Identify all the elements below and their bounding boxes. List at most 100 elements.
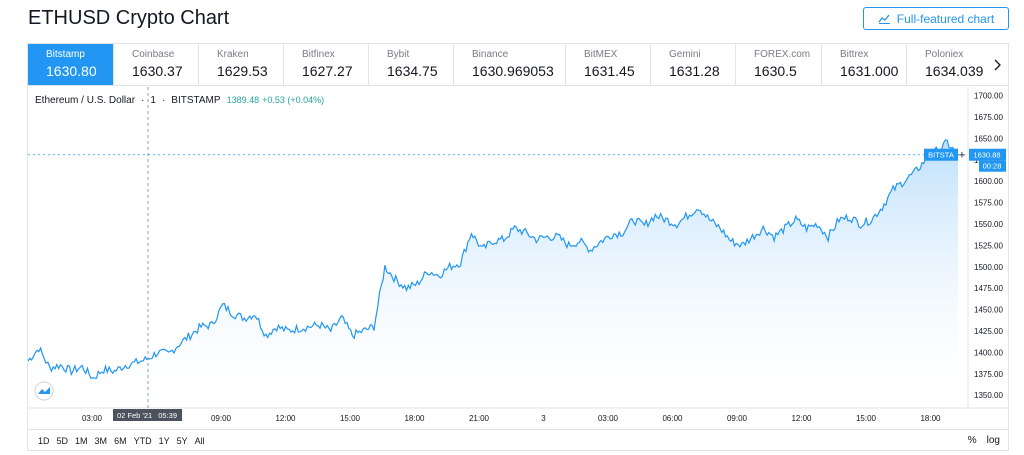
exchange-tab-coinbase[interactable]: Coinbase 1630.37 xyxy=(114,44,199,85)
price-series-line xyxy=(28,139,959,380)
price-tick-label: 1350.00 xyxy=(974,391,1003,400)
legend-symbol: Ethereum / U.S. Dollar xyxy=(35,95,136,106)
price-axis[interactable]: 1700.001675.001650.001625.001600.001575.… xyxy=(974,92,1003,401)
percent-scale-button[interactable]: % xyxy=(967,435,977,446)
exchange-tab-bitfinex[interactable]: Bitfinex 1627.27 xyxy=(284,44,369,85)
time-tick-label: 03:00 xyxy=(598,414,619,423)
price-tick-label: 1450.00 xyxy=(974,306,1003,315)
exchange-tabs: Bitstamp 1630.80 Coinbase 1630.37 Kraken 1629… xyxy=(28,44,1008,86)
exchange-tab-bittrex[interactable]: Bittrex 1631.000 xyxy=(822,44,907,85)
range-button-1d[interactable]: 1D xyxy=(38,435,50,446)
time-tick-label: 21:00 xyxy=(469,414,490,423)
price-area-fill xyxy=(28,139,958,408)
bar-countdown: 00:28 xyxy=(983,162,1002,171)
time-tick-label: 09:00 xyxy=(727,414,748,423)
crosshair-time-label: 02 Feb '21 05:39 xyxy=(113,409,182,421)
exchange-price: 1630.80 xyxy=(46,63,97,79)
price-tick-label: 1400.00 xyxy=(974,348,1003,357)
exchange-name: Bitstamp xyxy=(46,49,85,60)
range-button-5y[interactable]: 5Y xyxy=(176,435,188,446)
range-button-all[interactable]: All xyxy=(194,435,205,446)
time-tick-label: 15:00 xyxy=(340,414,361,423)
time-tick-label: 03:00 xyxy=(82,414,103,423)
time-tick-label: 12:00 xyxy=(791,414,812,423)
full-featured-chart-label: Full-featured chart xyxy=(896,11,995,26)
chart-widget: Bitstamp 1630.80 Coinbase 1630.37 Kraken 1629… xyxy=(27,43,1009,451)
exchange-name: Coinbase xyxy=(132,49,175,60)
exchange-price: 1634.039 xyxy=(925,63,984,79)
price-tick-label: 1600.00 xyxy=(974,177,1003,186)
exchange-price: 1634.75 xyxy=(387,63,438,79)
log-scale-button[interactable]: log xyxy=(986,435,1000,446)
exchange-price: 1630.5 xyxy=(754,63,797,79)
time-tick-label: 12:00 xyxy=(275,414,296,423)
price-tick-label: 1675.00 xyxy=(974,113,1003,122)
price-tick-label: 1425.00 xyxy=(974,327,1003,336)
time-tick-label: 3 xyxy=(541,414,546,423)
price-tick-label: 1375.00 xyxy=(974,370,1003,379)
exchange-name: Bitfinex xyxy=(302,49,335,60)
exchange-name: BitMEX xyxy=(584,49,618,60)
price-tick-label: 1650.00 xyxy=(974,134,1003,143)
exchange-tab-bitstamp[interactable]: Bitstamp 1630.80 xyxy=(28,44,114,85)
exchange-price: 1631.28 xyxy=(669,63,720,79)
exchange-price: 1631.000 xyxy=(840,63,899,79)
exchange-price: 1631.45 xyxy=(584,63,635,79)
exchange-tab-gemini[interactable]: Gemini 1631.28 xyxy=(651,44,736,85)
exchange-name: Poloniex xyxy=(925,49,964,60)
time-tick-label: 15:00 xyxy=(856,414,877,423)
time-tick-label: 09:00 xyxy=(211,414,232,423)
exchange-tab-poloniex[interactable]: Poloniex 1634.039 xyxy=(907,44,992,85)
exchange-price: 1629.53 xyxy=(217,63,268,79)
range-button-1m[interactable]: 1M xyxy=(75,435,88,446)
full-featured-chart-button[interactable]: Full-featured chart xyxy=(863,7,1009,30)
page-title: ETHUSD Crypto Chart xyxy=(28,7,230,29)
exchange-name: Binance xyxy=(472,49,509,60)
range-button-6m[interactable]: 6M xyxy=(114,435,127,446)
chart-legend: Ethereum / U.S. Dollar · 1 · BITSTAMP 1389.48… xyxy=(35,95,325,106)
legend-exchange: BITSTAMP xyxy=(171,95,221,106)
tradingview-logo-icon xyxy=(38,387,50,394)
exchange-tab-kraken[interactable]: Kraken 1629.53 xyxy=(199,44,284,85)
price-tick-label: 1575.00 xyxy=(974,199,1003,208)
price-tick-label: 1525.00 xyxy=(974,241,1003,250)
legend-interval: 1 xyxy=(150,95,156,106)
exchange-tab-bybit[interactable]: Bybit 1634.75 xyxy=(369,44,454,85)
last-price-exchange: BITSTA xyxy=(928,151,954,160)
price-tick-label: 1700.00 xyxy=(974,92,1003,101)
tradingview-logo[interactable] xyxy=(34,381,54,401)
legend-change: +0.53 (+0.04%) xyxy=(262,95,325,105)
last-price-value: 1630.88 xyxy=(973,151,1000,160)
time-tick-label: 06:00 xyxy=(662,414,683,423)
legend-value: 1389.48 xyxy=(226,95,260,105)
price-tick-label: 1500.00 xyxy=(974,263,1003,272)
exchange-name: FOREX.com xyxy=(754,49,811,60)
price-chart[interactable]: 1700.001675.001650.001625.001600.001575.… xyxy=(28,87,1008,429)
exchange-price: 1627.27 xyxy=(302,63,353,79)
crosshair-time: 05:39 xyxy=(158,411,177,420)
range-button-1y[interactable]: 1Y xyxy=(158,435,170,446)
exchange-tab-bitmex[interactable]: BitMEX 1631.45 xyxy=(566,44,651,85)
exchange-price: 1630.37 xyxy=(132,63,183,79)
time-tick-label: 18:00 xyxy=(404,414,425,423)
time-tick-label: 18:00 xyxy=(920,414,941,423)
svg-text:+: + xyxy=(959,150,965,162)
range-toolbar: 1D 5D 1M 3M 6M YTD 1Y 5Y All % log xyxy=(28,429,1008,451)
range-button-3m[interactable]: 3M xyxy=(94,435,108,446)
exchange-name: Gemini xyxy=(669,49,701,60)
price-tick-label: 1550.00 xyxy=(974,220,1003,229)
time-axis[interactable]: 03:00 06:00 09:00 12:00 15:00 18:00 21:00 3 03:0… xyxy=(82,414,941,423)
exchange-tab-forex-com[interactable]: FOREX.com 1630.5 xyxy=(736,44,822,85)
price-tick-label: 1475.00 xyxy=(974,284,1003,293)
crosshair-date: 02 Feb '21 xyxy=(117,411,152,420)
range-button-5d[interactable]: 5D xyxy=(56,435,69,446)
range-button-ytd[interactable]: YTD xyxy=(133,435,152,446)
exchange-name: Bybit xyxy=(387,49,410,60)
chart-line-icon xyxy=(878,14,890,24)
exchange-name: Kraken xyxy=(217,49,249,60)
tabs-next-button[interactable] xyxy=(986,44,1008,85)
scale-buttons: % log xyxy=(968,435,1000,446)
exchange-price: 1630.969053 xyxy=(472,63,554,79)
exchange-tab-binance[interactable]: Binance 1630.969053 xyxy=(454,44,566,85)
